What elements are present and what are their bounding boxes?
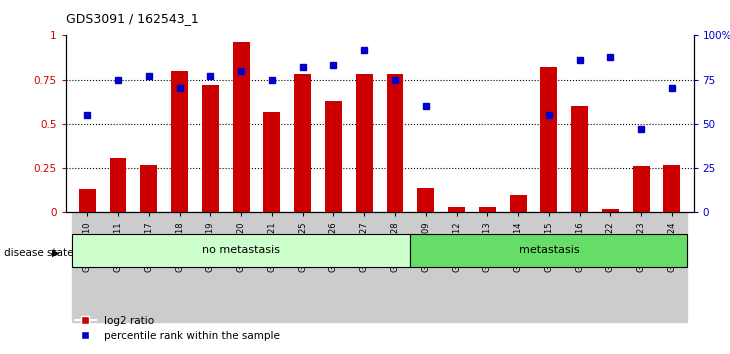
- Bar: [410, 234, 688, 267]
- Bar: [202, 85, 219, 212]
- Bar: [534, 212, 564, 322]
- Bar: [472, 212, 503, 322]
- Bar: [418, 188, 434, 212]
- Bar: [441, 212, 472, 322]
- Bar: [564, 212, 595, 322]
- Bar: [349, 212, 380, 322]
- Bar: [380, 212, 410, 322]
- Bar: [410, 212, 441, 322]
- Bar: [110, 158, 126, 212]
- Bar: [103, 212, 134, 322]
- Bar: [294, 74, 311, 212]
- Bar: [448, 207, 465, 212]
- Legend: log2 ratio, percentile rank within the sample: log2 ratio, percentile rank within the s…: [71, 312, 284, 345]
- Bar: [386, 74, 404, 212]
- Bar: [595, 212, 626, 322]
- Bar: [626, 212, 656, 322]
- Bar: [656, 212, 688, 322]
- Bar: [356, 74, 373, 212]
- Bar: [171, 71, 188, 212]
- Bar: [633, 166, 650, 212]
- Bar: [664, 165, 680, 212]
- Bar: [256, 212, 288, 322]
- Bar: [233, 42, 250, 212]
- Bar: [503, 212, 534, 322]
- Bar: [540, 67, 557, 212]
- Text: metastasis: metastasis: [518, 245, 579, 256]
- Bar: [72, 212, 103, 322]
- Bar: [571, 106, 588, 212]
- Text: no metastasis: no metastasis: [202, 245, 280, 256]
- Bar: [288, 212, 318, 322]
- Bar: [226, 212, 256, 322]
- Text: GDS3091 / 162543_1: GDS3091 / 162543_1: [66, 12, 199, 25]
- Bar: [602, 209, 619, 212]
- Bar: [134, 212, 164, 322]
- Text: disease state: disease state: [4, 248, 73, 258]
- Bar: [264, 112, 280, 212]
- Bar: [79, 189, 96, 212]
- Bar: [140, 165, 157, 212]
- Bar: [510, 195, 526, 212]
- Bar: [318, 212, 349, 322]
- Bar: [195, 212, 226, 322]
- Bar: [325, 101, 342, 212]
- Bar: [72, 234, 410, 267]
- Text: ▶: ▶: [53, 248, 60, 258]
- Bar: [479, 207, 496, 212]
- Bar: [164, 212, 195, 322]
